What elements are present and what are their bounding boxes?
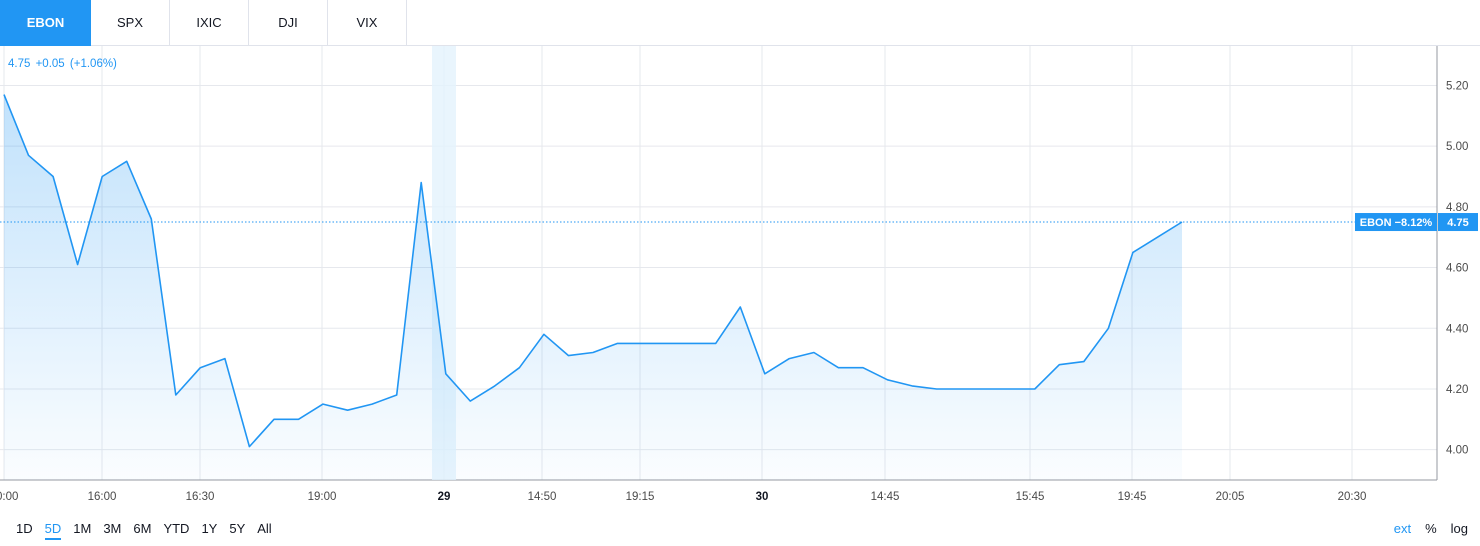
range-5d[interactable]: 5D xyxy=(44,521,62,540)
ext-toggle[interactable]: ext xyxy=(1393,521,1412,536)
x-tick-label: 19:15 xyxy=(626,491,655,503)
price-line xyxy=(3,94,1183,448)
x-tick-label: 14:45 xyxy=(871,491,900,503)
range-5y[interactable]: 5Y xyxy=(229,521,246,536)
x-tick-label: 19:00 xyxy=(308,491,337,503)
y-tick-label: 4.80 xyxy=(1446,202,1468,214)
y-tick-label: 4.00 xyxy=(1446,445,1468,457)
badge-symbol-label: EBON −8.12% xyxy=(1360,217,1433,229)
x-tick-label: 20:05 xyxy=(1216,491,1245,503)
badge-price-label: 4.75 xyxy=(1447,217,1468,229)
price-legend: 4.75 +0.05 (+1.06%) xyxy=(8,58,119,70)
legend-pct: (+1.06%) xyxy=(69,58,117,70)
range-3m[interactable]: 3M xyxy=(103,521,122,536)
symbol-tabs: EBON SPX IXIC DJI VIX xyxy=(0,0,1480,46)
tab-ebon[interactable]: EBON xyxy=(0,0,91,46)
percent-scale-toggle[interactable]: % xyxy=(1425,521,1437,536)
tab-dji[interactable]: DJI xyxy=(249,0,328,46)
range-6m[interactable]: 6M xyxy=(133,521,152,536)
badge-price-box xyxy=(1438,213,1478,232)
x-tick-label: 30 xyxy=(756,491,769,503)
range-selector: 1D 5D 1M 3M 6M YTD 1Y 5Y All xyxy=(10,521,278,540)
y-tick-label: 5.00 xyxy=(1446,141,1468,153)
y-axis: 4.00 4.20 4.40 4.60 4.80 5.00 5.20 xyxy=(1446,80,1468,456)
last-price-badge: EBON −8.12% 4.75 xyxy=(1355,213,1478,232)
badge-symbol-box xyxy=(1355,213,1437,232)
legend-price: 4.75 xyxy=(8,58,31,70)
y-tick-label: 5.20 xyxy=(1446,80,1468,92)
y-tick-label: 4.60 xyxy=(1446,263,1468,275)
x-tick-label: 16:30 xyxy=(186,491,215,503)
bottom-toolbar: 1D 5D 1M 3M 6M YTD 1Y 5Y All ext % log xyxy=(0,509,1480,546)
x-axis: 10:00 16:00 16:30 19:00 29 14:50 19:15 30 14:45 1… xyxy=(0,491,1366,503)
y-tick-label: 4.20 xyxy=(1446,384,1468,396)
x-tick-label: 14:50 xyxy=(528,491,557,503)
x-tick-label: 20:30 xyxy=(1338,491,1367,503)
tab-vix[interactable]: VIX xyxy=(328,0,407,46)
price-chart: 4.004.204.404.604.805.005.20 10:0016:001… xyxy=(0,46,1478,503)
x-tick-label: 10:00 xyxy=(0,491,18,503)
range-all[interactable]: All xyxy=(257,521,272,536)
x-tick-label: 16:00 xyxy=(88,491,117,503)
range-ytd[interactable]: YTD xyxy=(163,521,190,536)
range-1y[interactable]: 1Y xyxy=(201,521,218,536)
scale-controls: ext % log xyxy=(1380,521,1468,536)
price-area xyxy=(4,94,1182,480)
range-1d[interactable]: 1D xyxy=(16,521,33,536)
x-tick-label: 29 xyxy=(438,491,451,503)
x-tick-label: 15:45 xyxy=(1016,491,1045,503)
range-1m[interactable]: 1M xyxy=(73,521,92,536)
log-scale-toggle[interactable]: log xyxy=(1450,521,1468,536)
tab-ixic[interactable]: IXIC xyxy=(170,0,249,46)
y-tick-label: 4.40 xyxy=(1446,323,1468,335)
legend-change: +0.05 xyxy=(35,58,65,70)
x-tick-label: 19:45 xyxy=(1118,491,1147,503)
tab-spx[interactable]: SPX xyxy=(91,0,170,46)
